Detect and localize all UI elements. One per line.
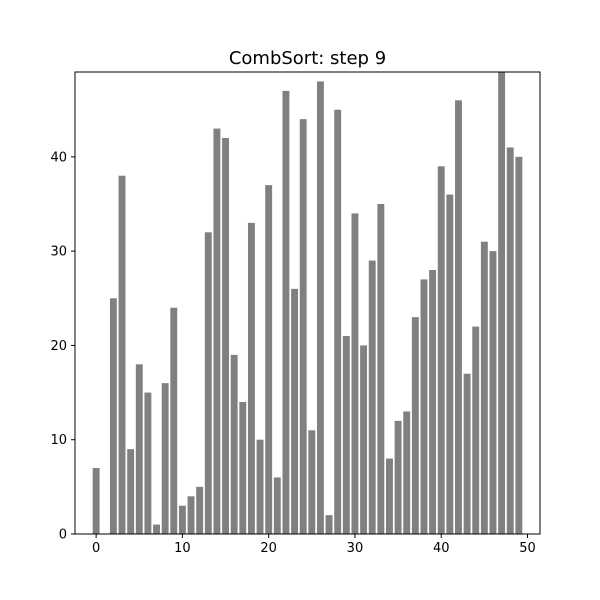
bar-39 [429, 270, 437, 534]
bar-31 [360, 345, 368, 534]
bar-44 [472, 326, 480, 534]
bar-38 [420, 279, 428, 534]
bar-22 [282, 90, 290, 534]
bar-25 [308, 430, 316, 534]
y-tick-label: 40 [50, 150, 67, 165]
bar-0 [92, 468, 100, 534]
bar-13 [204, 232, 212, 535]
bar-17 [239, 402, 247, 534]
bar-4 [127, 449, 135, 534]
bar-26 [316, 81, 324, 534]
bar-40 [437, 166, 445, 535]
bar-32 [368, 260, 376, 534]
bar-42 [455, 100, 462, 535]
bar-27 [325, 515, 333, 534]
bar-47 [498, 72, 506, 534]
bar-14 [213, 128, 221, 535]
bar-18 [247, 222, 255, 534]
y-tick-label: 30 [50, 245, 67, 260]
bar-37 [411, 317, 419, 534]
bars-group [92, 72, 523, 535]
y-tick-label: 0 [59, 528, 67, 543]
bar-21 [273, 477, 281, 534]
bar-41 [446, 194, 454, 535]
bar-45 [480, 241, 488, 534]
bar-48 [506, 147, 514, 534]
bar-8 [161, 383, 169, 534]
bar-19 [256, 439, 264, 534]
y-tick-label: 20 [50, 339, 67, 354]
bar-36 [403, 411, 411, 534]
bar-49 [515, 156, 523, 534]
x-tick-label: 50 [519, 541, 536, 556]
bar-33 [377, 204, 385, 534]
bar-29 [342, 336, 350, 534]
plot-frame [74, 71, 541, 535]
bar-9 [170, 307, 178, 534]
bar-10 [178, 505, 186, 534]
bar-2 [109, 298, 117, 534]
x-tick-label: 20 [260, 541, 277, 556]
x-tick-label: 0 [92, 541, 100, 556]
bar-43 [463, 373, 471, 534]
bar-24 [299, 119, 307, 535]
bar-15 [222, 138, 229, 534]
bar-35 [394, 420, 402, 534]
bar-46 [489, 251, 497, 534]
bar-28 [334, 109, 342, 534]
bar-5 [135, 364, 143, 534]
y-tick-label: 10 [50, 433, 67, 448]
x-tick-label: 30 [347, 541, 364, 556]
x-tick-label: 10 [174, 541, 191, 556]
bar-34 [386, 458, 393, 534]
x-axis: 0 10 20 30 40 50 [92, 534, 536, 556]
bar-16 [230, 354, 238, 534]
bar-3 [118, 175, 126, 534]
bar-6 [144, 392, 152, 534]
y-axis: 0 10 20 30 40 [50, 150, 75, 543]
bar-11 [187, 496, 195, 534]
bar-20 [265, 185, 273, 534]
chart-title: CombSort: step 9 [229, 48, 386, 69]
bar-30 [351, 213, 359, 534]
bar-7 [153, 524, 160, 534]
bar-23 [291, 288, 299, 534]
bar-12 [196, 486, 204, 534]
x-tick-label: 40 [433, 541, 450, 556]
